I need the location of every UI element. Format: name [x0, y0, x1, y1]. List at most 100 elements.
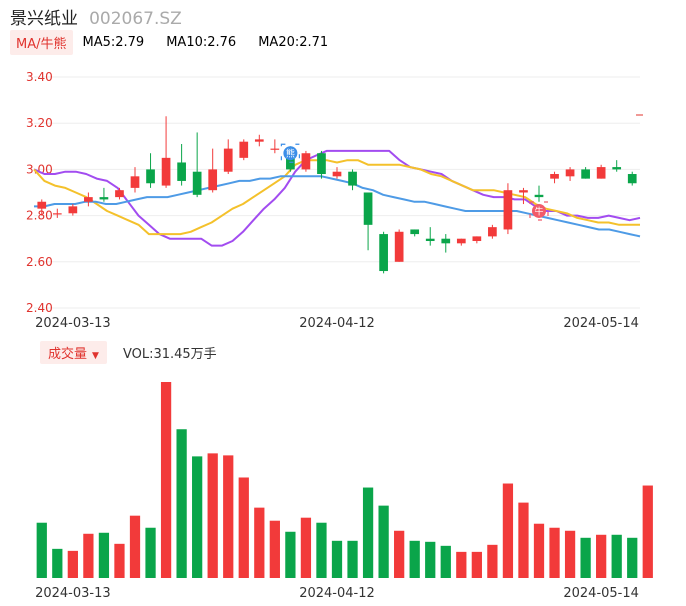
- candle-body: [192, 171, 202, 195]
- volume-bar: [129, 515, 141, 578]
- signal-label: 牛: [534, 205, 543, 217]
- ma-bull-bear-tab[interactable]: MA/牛熊: [10, 29, 73, 55]
- candle-body: [425, 238, 435, 242]
- volume-legend: 成交量 ▼ VOL:31.45万手: [40, 340, 217, 364]
- candle-body: [441, 238, 451, 244]
- volume-bar: [145, 527, 156, 578]
- candle-body: [68, 206, 78, 214]
- candle: [192, 132, 202, 198]
- volume-bar: [223, 455, 234, 578]
- candlesticks: [37, 116, 637, 274]
- candle-body: [394, 231, 404, 262]
- candle-body: [534, 194, 544, 198]
- signal-frame: [529, 201, 549, 221]
- candle: [84, 192, 93, 207]
- candle: [503, 183, 513, 235]
- ma5-line: [33, 149, 641, 247]
- candle-body: [332, 171, 342, 177]
- candle-body: [223, 148, 233, 172]
- candle-body: [317, 153, 326, 175]
- volume-bar: [394, 530, 405, 578]
- volume-bar: [114, 543, 125, 578]
- volume-bar: [254, 507, 265, 578]
- candle: [550, 171, 559, 184]
- volume-tab[interactable]: 成交量 ▼: [40, 340, 107, 364]
- candle-body: [177, 162, 186, 181]
- volume-bar: [176, 429, 187, 578]
- volume-value: VOL:31.45万手: [122, 346, 217, 362]
- candle-body: [130, 176, 140, 188]
- y-tick-label: 2.80: [26, 209, 53, 223]
- x-tick-label: 2024-05-14: [563, 586, 639, 601]
- price-grid: [34, 76, 640, 309]
- candle: [317, 150, 326, 179]
- candle: [177, 143, 186, 186]
- candle: [472, 236, 482, 244]
- candle: [52, 208, 62, 218]
- candle: [115, 187, 124, 200]
- ma-legend: MA/牛熊 MA5:2.79 MA10:2.76 MA20:2.71: [10, 29, 350, 55]
- candle: [596, 164, 606, 179]
- signal-frame: [280, 143, 300, 163]
- stock-header: 景兴纸业 002067.SZ: [10, 4, 182, 29]
- candle: [394, 229, 404, 262]
- volume-bar: [207, 453, 218, 578]
- candle-body: [565, 169, 575, 177]
- volume-bar: [518, 502, 529, 578]
- ma20-line: [34, 175, 641, 238]
- y-tick-label: 3.40: [26, 70, 53, 84]
- volume-bar: [502, 483, 514, 578]
- volume-bar: [425, 541, 436, 578]
- candle-body: [596, 167, 606, 179]
- candle: [223, 139, 233, 175]
- candle: [488, 224, 497, 239]
- ma20-label: MA20:2.71: [258, 34, 329, 50]
- volume-bar: [52, 548, 63, 578]
- price-axis-labels: 3.40 3.20 3.00 2.80 2.60 2.40: [26, 70, 53, 315]
- signal-dot: [283, 146, 298, 161]
- candle: [410, 229, 420, 237]
- candle: [379, 231, 388, 274]
- volume-bar: [347, 540, 358, 578]
- volume-bars: [36, 382, 653, 578]
- volume-bar: [238, 477, 249, 578]
- candle-body: [503, 190, 513, 230]
- volume-bar: [83, 533, 94, 578]
- volume-tab-label: 成交量: [48, 346, 88, 362]
- stock-code: 002067.SZ: [89, 9, 182, 29]
- candle-body: [627, 174, 637, 184]
- candle: [363, 192, 373, 251]
- signal-marker: 熊: [280, 143, 300, 163]
- volume-bar: [533, 523, 545, 578]
- volume-bar: [331, 540, 343, 578]
- x-tick-label: 2024-03-13: [35, 586, 111, 601]
- candle: [534, 185, 544, 202]
- candle-body: [99, 197, 109, 200]
- volume-bar: [285, 531, 296, 578]
- volume-bar: [611, 534, 622, 578]
- candle: [146, 153, 155, 188]
- volume-bar: [580, 537, 591, 578]
- volume-bar: [300, 517, 312, 578]
- candle: [161, 116, 171, 188]
- candle: [37, 199, 47, 216]
- volume-bar: [564, 530, 576, 578]
- candle: [239, 139, 249, 161]
- volume-bar: [269, 520, 280, 578]
- y-tick-label: 2.60: [26, 255, 53, 269]
- candle-body: [239, 141, 249, 158]
- x-tick-label: 2024-03-13: [35, 316, 111, 331]
- volume-bar: [409, 540, 420, 578]
- candle-body: [456, 238, 466, 244]
- volume-bar: [362, 487, 374, 578]
- candle-body: [410, 229, 420, 235]
- candle: [612, 160, 622, 172]
- candle-body: [581, 169, 590, 179]
- candle: [425, 227, 435, 246]
- candle: [130, 167, 140, 193]
- ma10-label: MA10:2.76: [166, 34, 237, 50]
- candle-body: [84, 197, 93, 202]
- candle-body: [301, 153, 311, 170]
- candle: [301, 150, 311, 172]
